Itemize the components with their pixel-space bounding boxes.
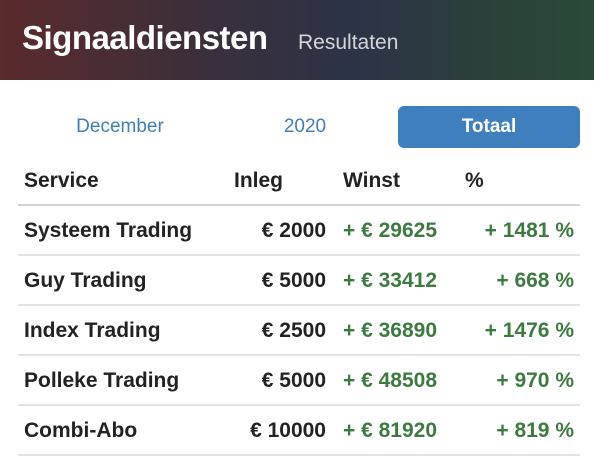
tab-totaal[interactable]: Totaal	[398, 106, 580, 148]
inleg-value: € 10000	[250, 419, 326, 442]
winst-value: + € 33412	[343, 269, 438, 292]
percentage-value: + 1476 %	[484, 319, 574, 342]
percentage-value: + 668 %	[496, 269, 574, 292]
tab-2020[interactable]: 2020	[283, 116, 327, 137]
table-row: Polleke Trading € 5000 + € 48508 + 970 %	[18, 356, 580, 406]
service-name: Systeem Trading	[24, 219, 193, 242]
service-name: Index Trading	[24, 319, 161, 342]
percentage-value: + 1481 %	[484, 219, 574, 242]
winst-value: + € 36890	[343, 319, 438, 342]
winst-value: + € 48508	[343, 369, 438, 392]
table-row: Combi-Abo € 10000 + € 81920 + 819 %	[18, 406, 580, 456]
service-name: Combi-Abo	[24, 419, 138, 442]
service-name: Guy Trading	[24, 269, 147, 292]
inleg-value: € 2000	[261, 219, 326, 242]
inleg-value: € 5000	[261, 269, 326, 292]
tab-december[interactable]: December	[76, 116, 164, 137]
service-name: Polleke Trading	[24, 369, 180, 392]
winst-value: + € 29625	[343, 219, 438, 242]
page-subtitle: Resultaten	[298, 31, 399, 54]
table-row: Systeem Trading € 2000 + € 29625 + 1481 …	[18, 206, 580, 256]
table-row: Index Trading € 2500 + € 36890 + 1476 %	[18, 306, 580, 356]
column-header-service: Service	[24, 169, 99, 192]
results-table: Service Inleg Winst % Systeem Trading € …	[18, 158, 580, 456]
period-tabs: December 2020 Totaal	[0, 106, 594, 148]
column-header-winst: Winst	[343, 169, 400, 192]
column-header-inleg: Inleg	[234, 169, 284, 192]
table-header-row: Service Inleg Winst %	[18, 158, 580, 206]
percentage-value: + 970 %	[496, 369, 574, 392]
column-header-percentage: %	[465, 169, 484, 192]
percentage-value: + 819 %	[496, 419, 574, 442]
inleg-value: € 5000	[261, 369, 326, 392]
winst-value: + € 81920	[343, 419, 438, 442]
table-row: Guy Trading € 5000 + € 33412 + 668 %	[18, 256, 580, 306]
inleg-value: € 2500	[261, 319, 326, 342]
page-header: Signaaldiensten Resultaten	[0, 0, 594, 80]
page-title: Signaaldiensten	[22, 19, 268, 56]
